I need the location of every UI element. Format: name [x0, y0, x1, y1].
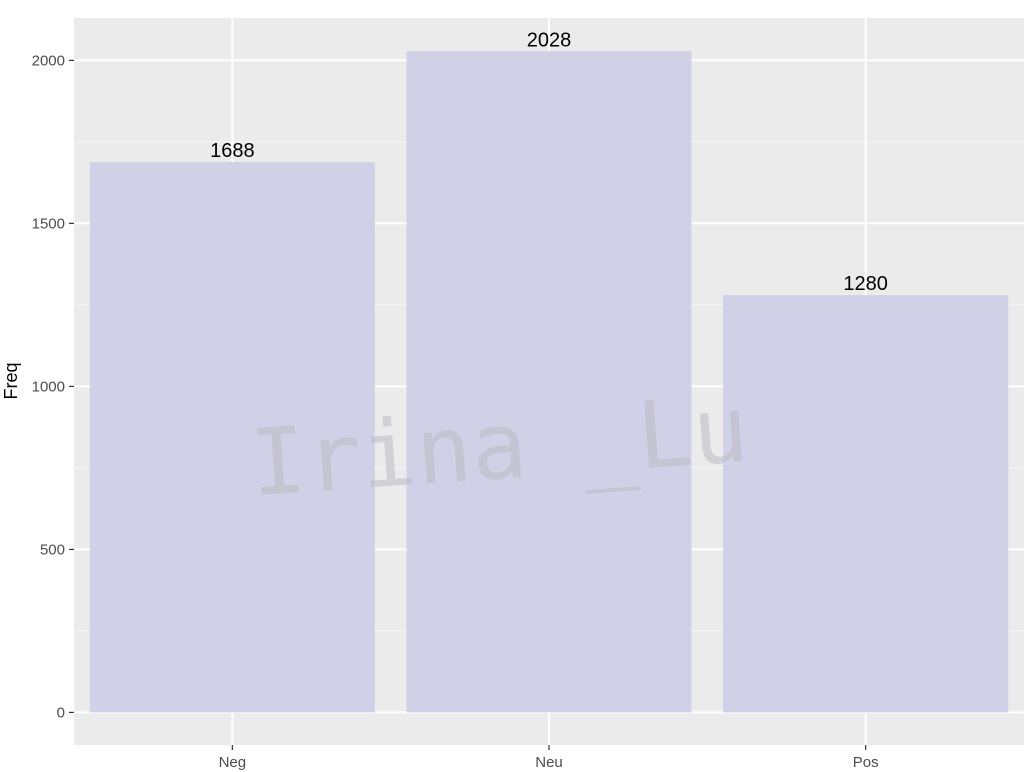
data-labels: 1688 2028 1280 — [210, 29, 888, 295]
y-tick-label: 1500 — [32, 215, 65, 232]
y-tick-label: 1000 — [32, 378, 65, 395]
y-tick-label: 500 — [40, 541, 65, 558]
bars — [89, 51, 1009, 713]
x-tick-label-pos: Pos — [853, 754, 879, 771]
data-label-neu: 2028 — [527, 29, 572, 51]
y-tick-label: 2000 — [32, 52, 65, 69]
bar-neu — [406, 51, 692, 713]
data-label-neg: 1688 — [210, 140, 255, 162]
bar-neg — [89, 162, 375, 713]
bar-pos — [723, 295, 1009, 713]
y-tick-label: 0 — [57, 704, 65, 721]
x-axis: Neg Neu Pos — [219, 745, 879, 771]
y-axis: 0 500 1000 1500 2000 — [32, 52, 74, 721]
data-label-pos: 1280 — [843, 273, 888, 295]
y-axis-title: Freq — [1, 362, 21, 399]
x-tick-label-neg: Neg — [219, 754, 247, 771]
x-tick-label-neu: Neu — [535, 754, 563, 771]
